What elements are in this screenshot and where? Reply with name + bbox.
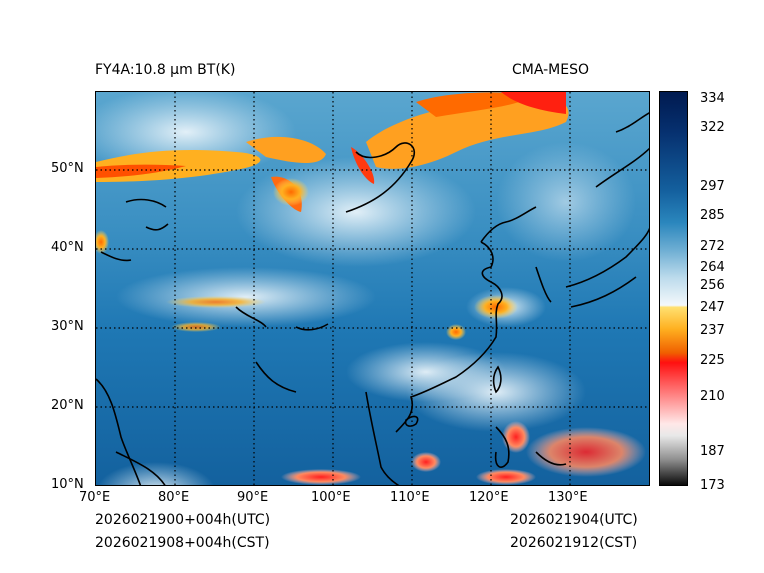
colorbar-tick: 297 bbox=[700, 179, 725, 194]
colorbar-tick: 285 bbox=[700, 208, 725, 223]
map-canvas bbox=[96, 92, 649, 485]
lon-tick-100e: 100°E bbox=[311, 490, 351, 505]
colorbar-tick: 173 bbox=[700, 478, 725, 493]
colorbar-tick: 187 bbox=[700, 444, 725, 459]
lon-tick-120e: 120°E bbox=[469, 490, 509, 505]
colorbar-tick: 210 bbox=[700, 389, 725, 404]
colorbar bbox=[659, 91, 688, 486]
lat-tick-10n: 10°N bbox=[51, 477, 84, 492]
lat-tick-40n: 40°N bbox=[51, 240, 84, 255]
colorbar-gradient bbox=[660, 92, 687, 485]
lon-tick-70e: 70°E bbox=[79, 490, 111, 505]
satellite-map bbox=[95, 91, 650, 486]
lon-tick-90e: 90°E bbox=[237, 490, 269, 505]
timestamp-right-cst: 2026021912(CST) bbox=[510, 535, 638, 551]
colorbar-tick: 272 bbox=[700, 239, 725, 254]
plot-title-left: FY4A:10.8 µm BT(K) bbox=[95, 62, 236, 78]
lon-tick-130e: 130°E bbox=[548, 490, 588, 505]
graticule bbox=[96, 92, 649, 485]
lat-tick-50n: 50°N bbox=[51, 161, 84, 176]
lon-tick-110e: 110°E bbox=[390, 490, 430, 505]
timestamp-left-cst: 2026021908+004h(CST) bbox=[95, 535, 270, 551]
timestamp-right-utc: 2026021904(UTC) bbox=[510, 512, 638, 528]
colorbar-tick: 334 bbox=[700, 91, 725, 106]
colorbar-tick: 237 bbox=[700, 323, 725, 338]
coastlines bbox=[96, 112, 649, 485]
colorbar-tick: 225 bbox=[700, 353, 725, 368]
timestamp-left-utc: 2026021900+004h(UTC) bbox=[95, 512, 271, 528]
plot-title-right: CMA-MESO bbox=[512, 62, 590, 78]
cold-cloud-tops bbox=[96, 92, 646, 485]
colorbar-tick: 264 bbox=[700, 260, 725, 275]
lon-tick-80e: 80°E bbox=[158, 490, 190, 505]
lat-tick-20n: 20°N bbox=[51, 398, 84, 413]
lat-tick-30n: 30°N bbox=[51, 319, 84, 334]
colorbar-tick: 322 bbox=[700, 120, 725, 135]
colorbar-tick: 256 bbox=[700, 278, 725, 293]
colorbar-tick: 247 bbox=[700, 300, 725, 315]
